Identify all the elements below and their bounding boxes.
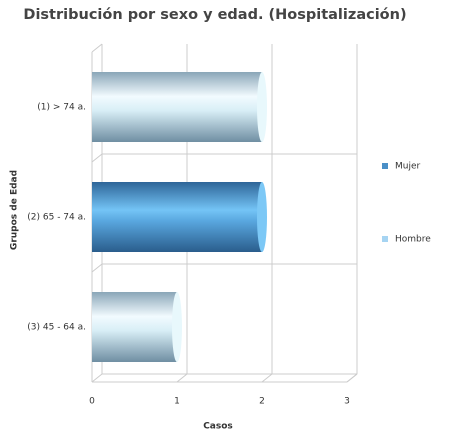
y-tick-label: (2) 65 - 74 a. xyxy=(27,213,86,223)
bar xyxy=(92,72,267,142)
y-tick-label: (3) 45 - 64 a. xyxy=(27,323,86,333)
band-line xyxy=(91,153,103,163)
bar-body xyxy=(92,182,262,252)
x-tick-label: 2 xyxy=(259,397,265,407)
bar-body xyxy=(92,292,177,362)
bar-cap xyxy=(257,182,267,252)
y-tick-label: (1) > 74 a. xyxy=(37,103,86,113)
x-tick-label: 1 xyxy=(174,397,180,407)
legend-swatch xyxy=(382,236,388,242)
x-axis-label: Casos xyxy=(203,422,233,432)
x-tick-label: 0 xyxy=(89,397,95,407)
bar xyxy=(92,292,182,362)
legend-label: Mujer xyxy=(395,162,421,172)
tick-mark xyxy=(346,373,358,383)
tick-mark xyxy=(176,373,188,383)
bar-cap xyxy=(172,292,182,362)
x-tick-label: 3 xyxy=(344,397,350,407)
y-axis-label: Grupos de Edad xyxy=(10,170,20,250)
band-line xyxy=(91,263,103,273)
chart-title: Distribución por sexo y edad. (Hospitali… xyxy=(23,7,406,23)
tick-mark xyxy=(91,373,103,383)
axis-line xyxy=(91,43,103,53)
legend-swatch xyxy=(382,163,388,169)
bar-body xyxy=(92,72,262,142)
legend-label: Hombre xyxy=(395,235,431,245)
bar-cap xyxy=(257,72,267,142)
tick-mark xyxy=(261,373,273,383)
bar xyxy=(92,182,267,252)
